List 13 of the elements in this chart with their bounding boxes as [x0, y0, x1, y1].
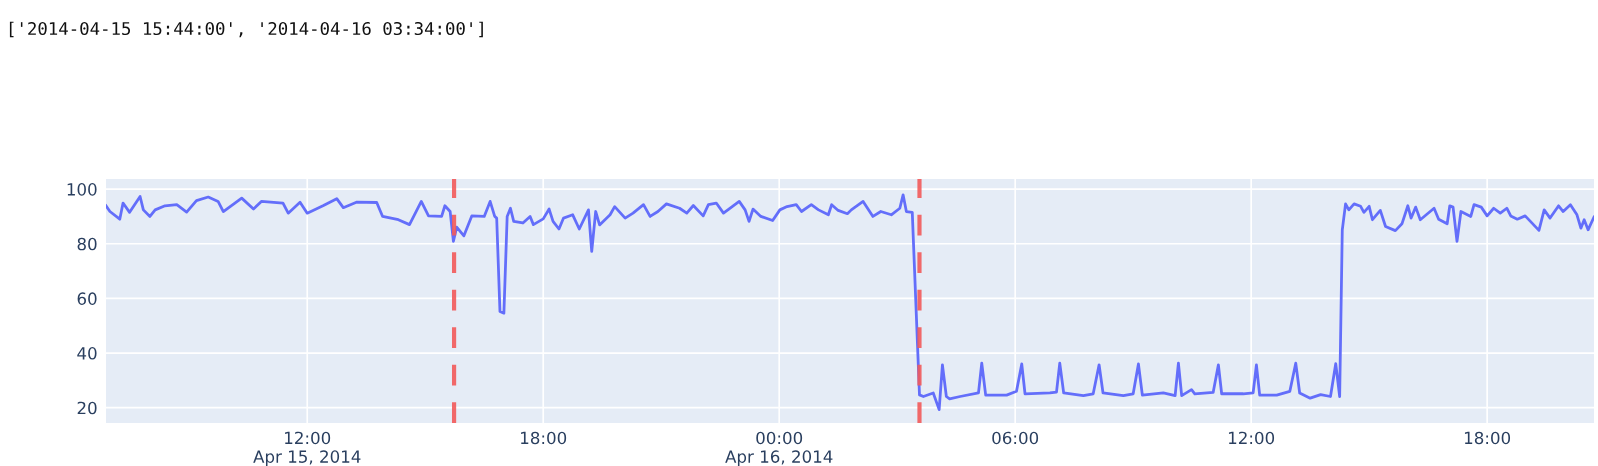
y-tick-label: 100	[67, 183, 97, 196]
y-tick-label: 20	[77, 401, 97, 415]
x-tick-label: 00:00 Apr 16, 2014	[725, 431, 833, 466]
y-tick-label: 80	[77, 237, 97, 251]
x-tick-label: 06:00	[992, 431, 1039, 445]
x-tick-label: 12:00 Apr 15, 2014	[253, 431, 361, 466]
y-tick-label: 60	[77, 292, 97, 305]
x-tick-label: 18:00	[1464, 431, 1511, 445]
chart-title: ['2014-04-15 15:44:00', '2014-04-16 03:34:00']	[9, 21, 483, 38]
line-series	[106, 193, 1594, 411]
x-tick-label: 12:00	[1228, 431, 1275, 445]
x-tick-label: 18:00	[521, 431, 567, 445]
y-tick-label: 40	[77, 347, 97, 360]
